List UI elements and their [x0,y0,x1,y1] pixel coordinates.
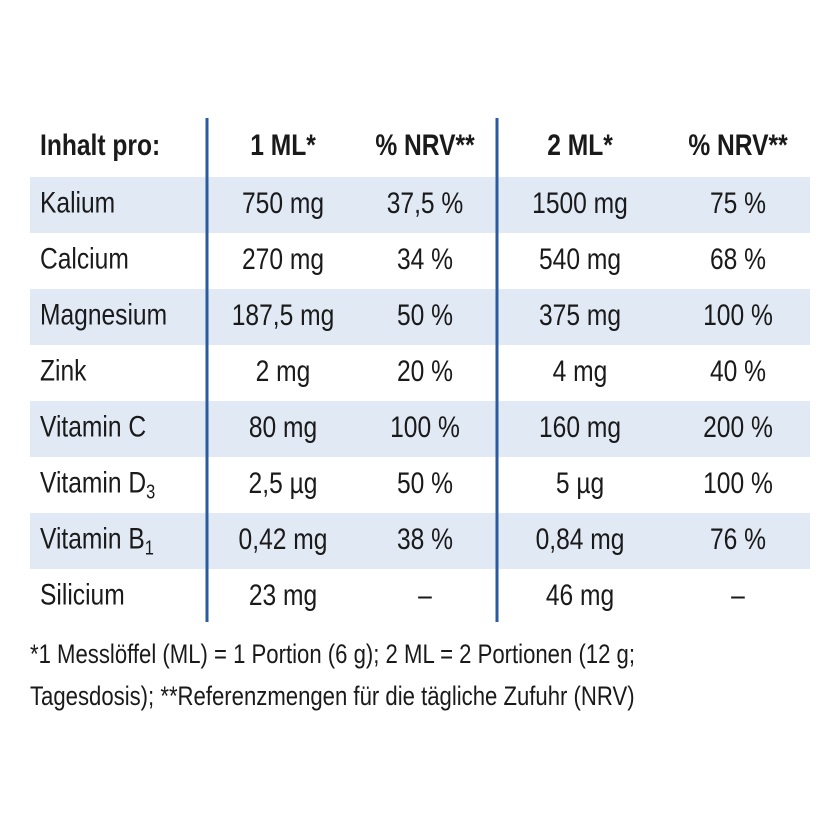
table-cell: 375 mg [539,298,621,332]
table-cell: 160 mg [539,410,621,444]
table-cell: 4 mg [553,354,608,388]
row-name: Magnesium [40,298,167,332]
table-cell: 50 % [397,298,453,332]
row-name: Zink [40,354,87,388]
row-name: Vitamin D [40,466,146,500]
row-stripe [30,401,810,457]
table-cell: 23 mg [249,578,317,612]
row-name: Silicium [40,578,125,612]
table-cell: 1500 mg [532,186,628,220]
table-cell: 750 mg [242,186,324,220]
row-subscript: 1 [145,536,154,559]
table-cell: 80 mg [249,410,317,444]
table-cell: 38 % [397,522,453,556]
header-cell: 2 ML* [547,128,613,162]
row-stripe [30,513,810,569]
row-name: Kalium [40,186,115,220]
row-label: Silicium [40,578,125,612]
table-cell: 75 % [710,186,766,220]
header-cell: 1 ML* [250,128,316,162]
row-subscript: 3 [146,480,155,503]
table-cell: 50 % [397,466,453,500]
table-cell: 100 % [390,410,460,444]
table-cell: – [418,578,432,612]
row-label: Magnesium [40,298,167,332]
footnote: Tagesdosis); **Referenzmengen für die tä… [30,682,635,712]
row-stripe [30,289,810,345]
table-cell: 46 mg [546,578,614,612]
table-cell: 2,5 µg [249,466,318,500]
row-label: Vitamin B1 [40,522,154,559]
table-cell: 37,5 % [387,186,464,220]
table-cell: 20 % [397,354,453,388]
header-cell: Inhalt pro: [40,128,160,162]
table-cell: 68 % [710,242,766,276]
row-name: Vitamin B [40,522,145,556]
table-cell: 40 % [710,354,766,388]
row-label: Calcium [40,242,129,276]
table-cell: 2 mg [256,354,311,388]
table-cell: 100 % [703,298,773,332]
table-cell: 5 µg [556,466,604,500]
table-cell: – [731,578,745,612]
row-label: Vitamin C [40,410,146,444]
table-cell: 187,5 mg [232,298,335,332]
table-cell: 0,42 mg [239,522,328,556]
footnote: *1 Messlöffel (ML) = 1 Portion (6 g); 2 … [30,640,635,670]
table-cell: 100 % [703,466,773,500]
table-cell: 34 % [397,242,453,276]
table-cell: 76 % [710,522,766,556]
table-cell: 0,84 mg [536,522,625,556]
table-cell: 270 mg [242,242,324,276]
header-cell: % NRV** [375,128,475,162]
row-label: Kalium [40,186,115,220]
table-cell: 540 mg [539,242,621,276]
row-label: Vitamin D3 [40,466,155,503]
header-cell: % NRV** [688,128,788,162]
row-name: Calcium [40,242,129,276]
row-label: Zink [40,354,87,388]
row-stripe [30,177,810,233]
table-cell: 200 % [703,410,773,444]
row-name: Vitamin C [40,410,146,444]
